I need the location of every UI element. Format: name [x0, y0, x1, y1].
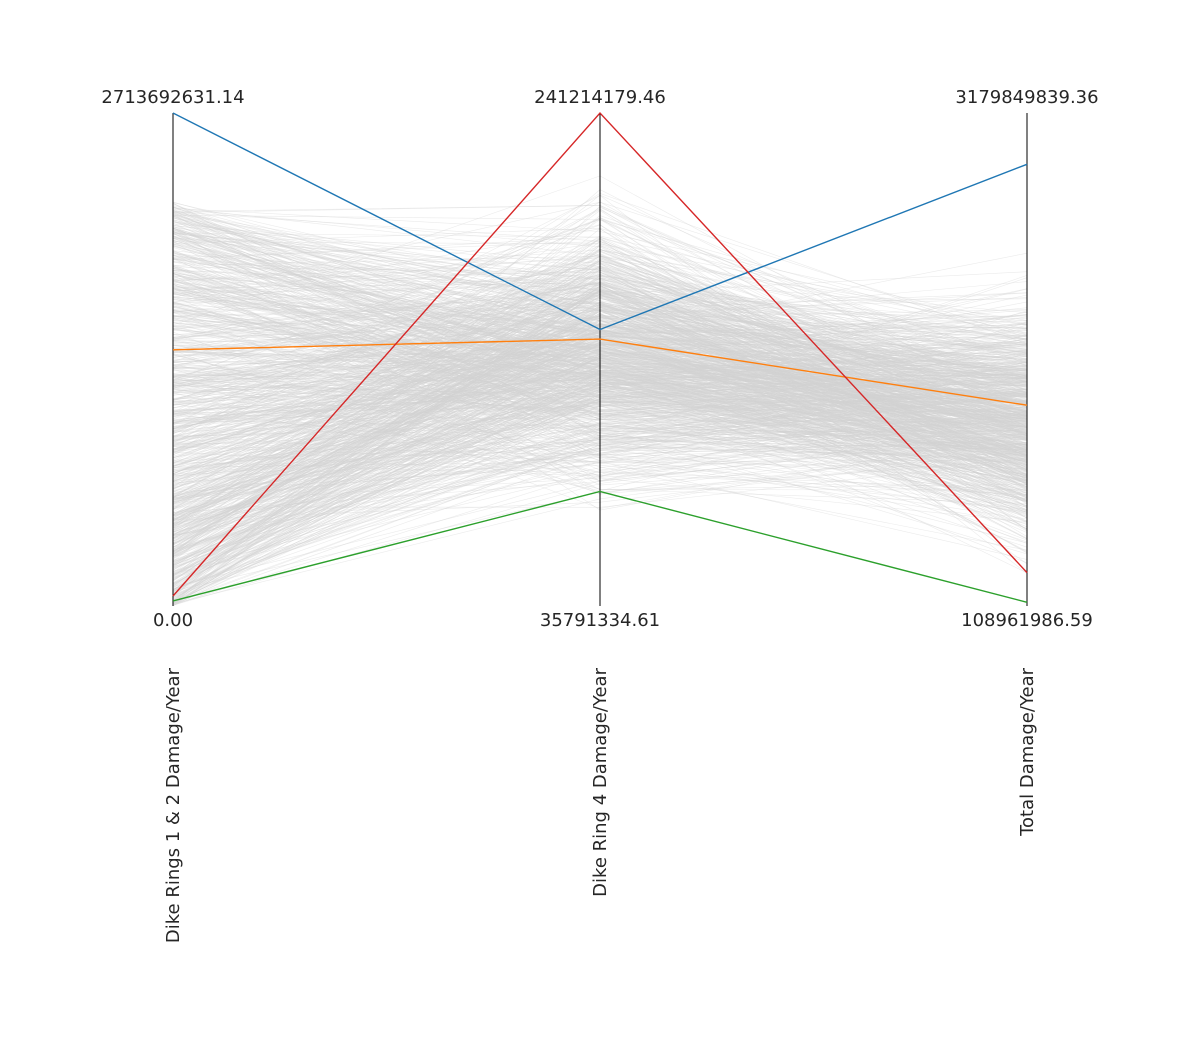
axis-max-label-0: 2713692631.14 [101, 87, 244, 108]
axis-min-label-1: 35791334.61 [540, 610, 660, 631]
axis-min-label-2: 108961986.59 [961, 610, 1093, 631]
axis-max-label-2: 3179849839.36 [955, 87, 1098, 108]
highlighted-line-1 [172, 338, 1028, 406]
background-lines [172, 175, 1028, 607]
axis-min-label-0: 0.00 [153, 610, 193, 631]
highlighted-line-3 [172, 111, 1028, 597]
axis-labels: 2713692631.14 0.00 Dike Rings 1 & 2 Damage… [101, 87, 1098, 943]
highlighted-line-2 [172, 490, 1028, 603]
axes [172, 113, 1028, 606]
axis-title-1: Dike Ring 4 Damage/Year [590, 667, 611, 896]
highlighted-lines [172, 111, 1028, 603]
axis-max-label-1: 241214179.46 [534, 87, 666, 108]
highlighted-line-0 [172, 112, 1028, 331]
axis-title-2: Total Damage/Year [1017, 667, 1038, 836]
axis-title-0: Dike Rings 1 & 2 Damage/Year [163, 667, 184, 943]
